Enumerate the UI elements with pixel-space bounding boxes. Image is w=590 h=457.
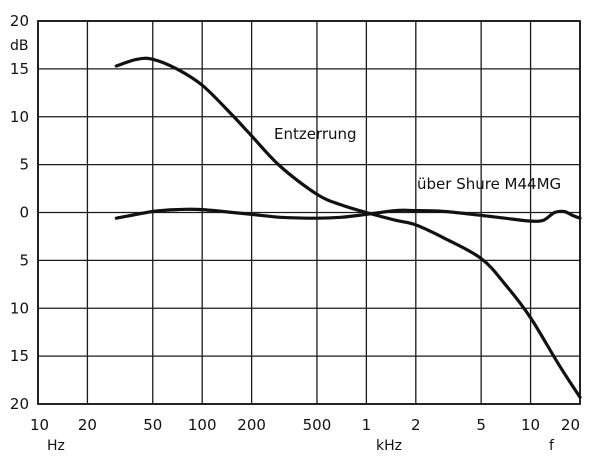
x-tick-label: 20 <box>78 416 97 434</box>
x-tick-label: 20 <box>561 416 580 434</box>
x-tick-label: 5 <box>476 416 486 434</box>
x-tick-label: 50 <box>143 416 162 434</box>
x-tick-label: 10 <box>30 416 49 434</box>
x-tick-label: 200 <box>237 416 266 434</box>
plot-frame <box>37 20 581 405</box>
x-unit-hz: Hz <box>47 438 65 454</box>
y-tick-label: 5 <box>19 251 29 269</box>
y-tick-label: 5 <box>19 156 29 174</box>
x-tick-label: 1 <box>362 416 372 434</box>
x-axis-label: f <box>549 438 555 454</box>
annotation-entzerrung: Entzerrung <box>274 125 357 143</box>
x-tick-label: 100 <box>188 416 217 434</box>
curves <box>114 56 582 399</box>
annotation-shure: über Shure M44MG <box>417 175 561 193</box>
y-tick-label: 20 <box>10 12 29 30</box>
x-unit-khz: kHz <box>376 438 402 454</box>
y-axis-label: dB <box>10 38 29 54</box>
grid <box>37 20 581 405</box>
axis-labels: dB Hz kHz f Entzerrung über Shure M44MG <box>10 38 561 454</box>
y-tick-label: 0 <box>19 204 29 222</box>
y-tick-label: 10 <box>10 108 29 126</box>
curve-shure-m44mg <box>114 207 582 223</box>
x-tick-label: 2 <box>411 416 421 434</box>
y-tick-label: 10 <box>10 299 29 317</box>
y-tick-label: 20 <box>10 395 29 413</box>
x-tick-label: 500 <box>303 416 332 434</box>
y-tick-label: 15 <box>10 60 29 78</box>
x-tick-label: 10 <box>521 416 540 434</box>
y-tick-label: 15 <box>10 347 29 365</box>
curve-entzerrung <box>114 56 582 399</box>
